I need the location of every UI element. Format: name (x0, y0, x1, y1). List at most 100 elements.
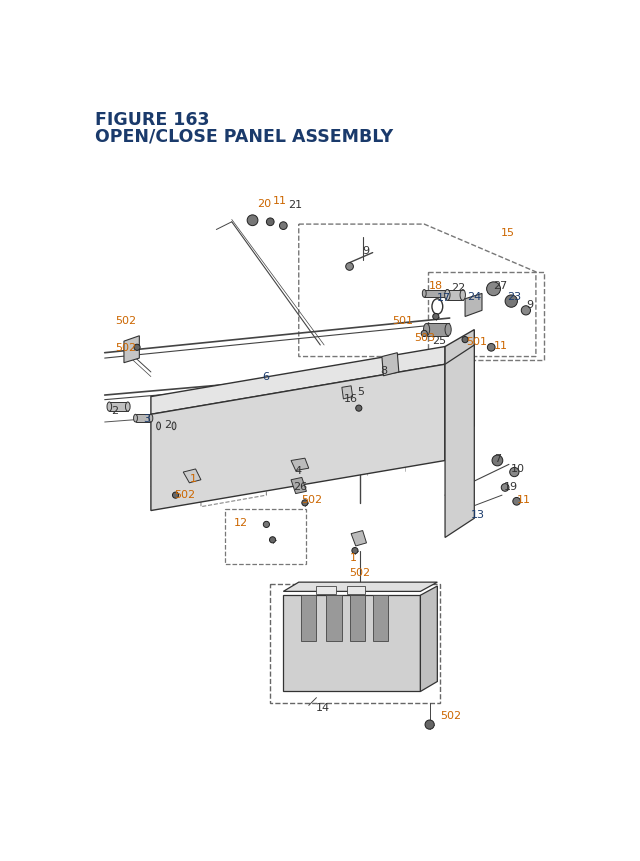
Polygon shape (420, 586, 437, 691)
Text: 502: 502 (174, 489, 195, 499)
Text: 502: 502 (115, 316, 136, 326)
Polygon shape (291, 478, 307, 494)
Ellipse shape (445, 290, 450, 301)
Polygon shape (424, 290, 447, 298)
Ellipse shape (172, 423, 176, 430)
Polygon shape (109, 402, 128, 412)
Ellipse shape (433, 314, 439, 320)
Text: 503: 503 (414, 333, 435, 343)
Polygon shape (159, 423, 174, 430)
Ellipse shape (352, 548, 358, 554)
Text: 9: 9 (527, 300, 534, 310)
Ellipse shape (509, 468, 519, 477)
Text: 21: 21 (288, 200, 302, 210)
Polygon shape (183, 469, 201, 483)
Text: 4: 4 (295, 465, 302, 475)
Text: 22: 22 (451, 283, 465, 293)
Ellipse shape (505, 295, 517, 308)
Polygon shape (136, 415, 151, 423)
Text: 18: 18 (429, 281, 443, 291)
Ellipse shape (424, 324, 429, 337)
Text: 8: 8 (380, 366, 387, 376)
Ellipse shape (488, 344, 495, 352)
Polygon shape (427, 324, 448, 337)
Text: 7: 7 (494, 454, 502, 463)
Text: 11: 11 (516, 494, 531, 505)
Text: 17: 17 (436, 293, 451, 303)
Ellipse shape (445, 324, 451, 337)
Text: 502: 502 (349, 567, 371, 578)
Text: 501: 501 (392, 316, 413, 326)
Ellipse shape (501, 484, 509, 492)
Polygon shape (349, 596, 365, 641)
Text: 27: 27 (493, 281, 507, 291)
Text: 502: 502 (115, 343, 136, 353)
Text: 2: 2 (111, 406, 118, 416)
Text: 12: 12 (234, 517, 248, 528)
Ellipse shape (125, 402, 130, 412)
Ellipse shape (492, 455, 503, 467)
Ellipse shape (445, 290, 449, 298)
Text: 3: 3 (143, 413, 150, 424)
Ellipse shape (172, 492, 179, 499)
Polygon shape (342, 387, 353, 400)
Ellipse shape (263, 522, 269, 528)
Text: 502: 502 (301, 494, 322, 505)
Ellipse shape (486, 282, 500, 296)
Polygon shape (447, 290, 463, 301)
Ellipse shape (280, 222, 287, 230)
Ellipse shape (356, 406, 362, 412)
Polygon shape (445, 331, 474, 461)
Text: OPEN/CLOSE PANEL ASSEMBLY: OPEN/CLOSE PANEL ASSEMBLY (95, 127, 394, 146)
Text: 11: 11 (273, 196, 287, 206)
Polygon shape (151, 347, 445, 415)
Polygon shape (284, 596, 420, 691)
Text: 10: 10 (511, 464, 525, 474)
Text: 5: 5 (357, 387, 364, 397)
Text: 1: 1 (349, 552, 356, 562)
Ellipse shape (421, 331, 428, 338)
Text: 24: 24 (467, 292, 482, 302)
Polygon shape (124, 337, 140, 363)
Polygon shape (351, 531, 367, 547)
Text: 13: 13 (471, 510, 485, 520)
Ellipse shape (269, 537, 276, 543)
Ellipse shape (521, 307, 531, 316)
Text: 16: 16 (344, 393, 357, 404)
Text: 501: 501 (467, 337, 488, 347)
Text: FIGURE 163: FIGURE 163 (95, 111, 210, 129)
Ellipse shape (134, 344, 140, 351)
Ellipse shape (513, 498, 520, 505)
Ellipse shape (134, 415, 138, 423)
Polygon shape (291, 459, 308, 471)
Polygon shape (445, 345, 474, 538)
Text: 23: 23 (508, 292, 522, 302)
Text: 14: 14 (316, 702, 330, 712)
Ellipse shape (157, 423, 161, 430)
Bar (225, 510, 306, 565)
Polygon shape (284, 583, 437, 592)
Bar (270, 584, 440, 703)
Text: 15: 15 (500, 227, 515, 238)
Ellipse shape (460, 290, 465, 301)
Text: 20: 20 (257, 198, 271, 208)
Ellipse shape (346, 263, 353, 271)
Ellipse shape (422, 290, 426, 298)
Text: 1: 1 (189, 474, 196, 484)
Text: 2: 2 (164, 420, 171, 430)
Ellipse shape (425, 720, 435, 729)
Polygon shape (151, 365, 445, 511)
Polygon shape (326, 596, 342, 641)
Polygon shape (316, 586, 336, 594)
Text: 26: 26 (293, 481, 307, 492)
Ellipse shape (149, 415, 153, 423)
Ellipse shape (266, 219, 274, 226)
Text: 6: 6 (262, 371, 269, 381)
Polygon shape (348, 586, 365, 594)
Polygon shape (382, 353, 399, 376)
Ellipse shape (107, 402, 111, 412)
Text: 19: 19 (504, 481, 518, 492)
Polygon shape (465, 294, 482, 317)
Ellipse shape (462, 338, 468, 344)
Ellipse shape (247, 215, 258, 226)
